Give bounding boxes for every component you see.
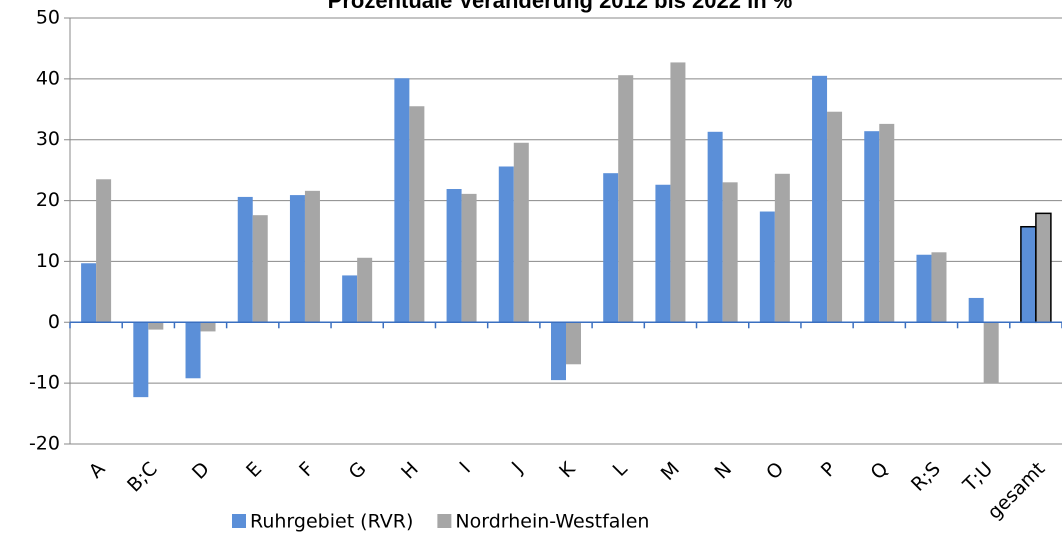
y-tick-label: 30 [36, 128, 60, 150]
legend-swatch [437, 514, 452, 528]
bar [357, 257, 373, 323]
x-tick-label: L [609, 458, 632, 481]
bar [289, 195, 305, 323]
x-tick-label: J [507, 458, 527, 478]
bar [96, 179, 112, 323]
bar [409, 106, 425, 323]
chart-title: Prozentuale Veränderung 2012 bis 2022 in… [328, 0, 793, 13]
x-tick-label: B;C [123, 458, 162, 497]
bar [774, 173, 790, 323]
x-tick-label: T;U [958, 458, 997, 497]
bar [133, 322, 149, 398]
bar [916, 254, 932, 323]
bar [1035, 212, 1052, 324]
x-tick-label: K [555, 457, 580, 482]
bar [81, 263, 97, 323]
bar [185, 322, 201, 379]
x-tick-label: gesamt [983, 458, 1049, 524]
bar [200, 322, 216, 332]
bar [148, 322, 164, 330]
bar [983, 322, 999, 384]
x-tick-label: N [710, 458, 736, 484]
bar [827, 111, 843, 323]
bar [707, 131, 723, 323]
bar [304, 190, 320, 323]
bar [879, 123, 895, 323]
y-tick-label: -20 [29, 433, 60, 455]
y-tick-label: 10 [36, 250, 60, 272]
x-tick-label: G [345, 458, 371, 484]
x-tick-label: I [455, 458, 475, 478]
bar [655, 184, 671, 323]
bar [551, 322, 566, 381]
bar [394, 78, 410, 323]
legend-label: Nordrhein-Westfalen [455, 511, 649, 533]
bar [812, 75, 828, 323]
x-tick-label: R;S [907, 458, 945, 496]
legend-label: Ruhrgebiet (RVR) [250, 511, 413, 533]
bar [342, 275, 358, 323]
bar [252, 215, 268, 323]
legend-swatch [232, 514, 246, 528]
bar [670, 62, 686, 323]
x-tick-label: E [242, 458, 266, 482]
bar [498, 166, 514, 323]
y-tick-label: 0 [48, 311, 60, 333]
bar [864, 131, 880, 323]
bar [446, 189, 462, 323]
x-tick-label: F [295, 458, 318, 481]
x-tick-label: D [188, 458, 214, 484]
x-tick-label: P [817, 458, 841, 482]
bar [566, 322, 581, 365]
bar [759, 211, 775, 323]
x-tick-label: Q [867, 458, 893, 484]
bar [513, 142, 529, 323]
bar [618, 75, 634, 323]
bar [968, 297, 984, 323]
bar [603, 173, 619, 323]
x-tick-label: O [762, 458, 788, 484]
x-tick-label: H [397, 458, 423, 484]
x-tick-label: A [85, 458, 110, 483]
y-tick-label: -10 [29, 372, 60, 394]
y-tick-label: 50 [36, 7, 60, 29]
bar [237, 196, 253, 323]
y-tick-label: 20 [36, 189, 60, 211]
bar [461, 193, 477, 323]
y-tick-label: 40 [36, 67, 60, 89]
bar [931, 252, 947, 323]
bar [722, 182, 738, 323]
bar [1020, 225, 1037, 324]
x-tick-label: M [657, 458, 684, 485]
